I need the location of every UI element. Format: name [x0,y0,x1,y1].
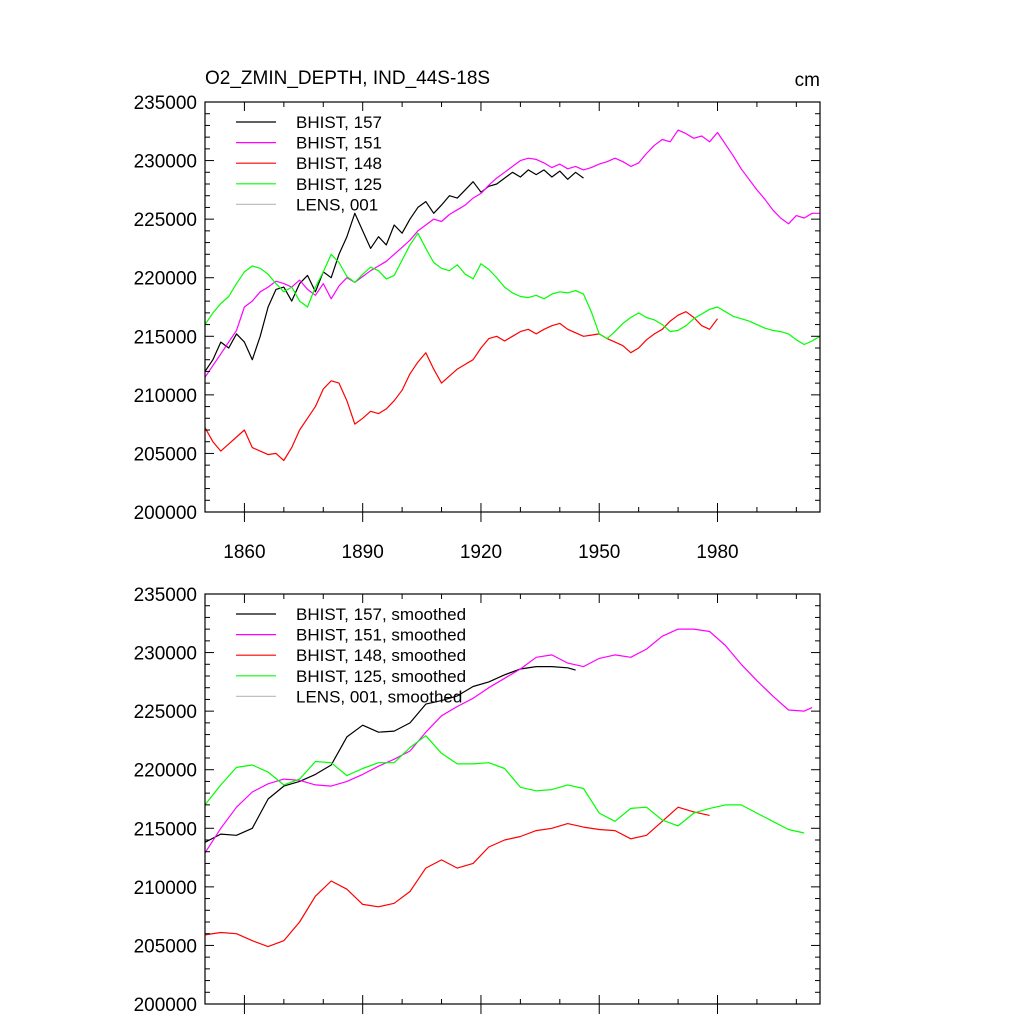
legend-label: BHIST, 151 [296,134,382,153]
legend-label: BHIST, 125 [296,175,382,194]
y-tick-label: 205000 [134,936,197,957]
bot-series-line-2 [204,806,710,948]
bottom-panel: 235000 230000 225000 220000 215000 210000 2050… [134,585,821,1016]
top-axis-ticks: 235000 230000 225000 220000 215000 210000 2050… [134,93,820,563]
legend-label: BHIST, 148 [296,154,382,173]
top-panel: O2_ZMIN_DEPTH, IND_44S-18S cm 235000 2300… [134,68,821,563]
legend-label: LENS, 001, smoothed [296,687,462,706]
legend-label: BHIST, 151, smoothed [296,626,466,645]
y-tick-label: 225000 [134,210,197,231]
bottom-series-group [204,628,813,948]
top-series-line-0 [204,169,584,372]
y-tick-label: 220000 [134,761,197,782]
x-tick-label: 1920 [460,542,502,563]
bottom-plot-frame [204,593,821,1005]
bot-series-line-1 [204,628,813,854]
units-label: cm [795,70,820,91]
y-tick-label: 210000 [134,878,197,899]
legend-label: LENS, 001 [296,195,378,214]
x-tick-label: 1890 [342,542,384,563]
legend-label: BHIST, 125, smoothed [296,667,466,686]
y-tick-label: 200000 [134,995,197,1016]
y-tick-label: 215000 [134,327,197,348]
top-plot-frame [204,101,821,513]
bottom-axis-ticks: 235000 230000 225000 220000 215000 210000 2050… [134,585,820,1016]
y-tick-label: 235000 [134,585,197,606]
bot-series-line-3 [204,735,805,834]
legend-label: BHIST, 157, smoothed [296,605,466,624]
top-series-line-3 [204,232,821,346]
bottom-legend: BHIST, 157, smoothed BHIST, 151, smoothed… [236,605,466,706]
y-tick-label: 235000 [134,93,197,114]
legend-label: BHIST, 148, smoothed [296,646,466,665]
chart-title: O2_ZMIN_DEPTH, IND_44S-18S [205,68,490,89]
top-series-line-1 [204,129,820,378]
y-tick-label: 210000 [134,386,197,407]
y-tick-label: 225000 [134,702,197,723]
y-tick-label: 205000 [134,444,197,465]
top-series-line-2 [204,311,718,462]
x-tick-label: 1980 [696,542,738,563]
x-tick-label: 1950 [578,542,620,563]
y-tick-label: 220000 [134,269,197,290]
y-tick-label: 230000 [134,152,197,173]
top-series-group [204,129,821,462]
x-tick-label: 1860 [223,542,265,563]
y-tick-label: 215000 [134,819,197,840]
y-tick-label: 230000 [134,644,197,665]
legend-label: BHIST, 157 [296,113,382,132]
y-tick-label: 200000 [134,503,197,524]
